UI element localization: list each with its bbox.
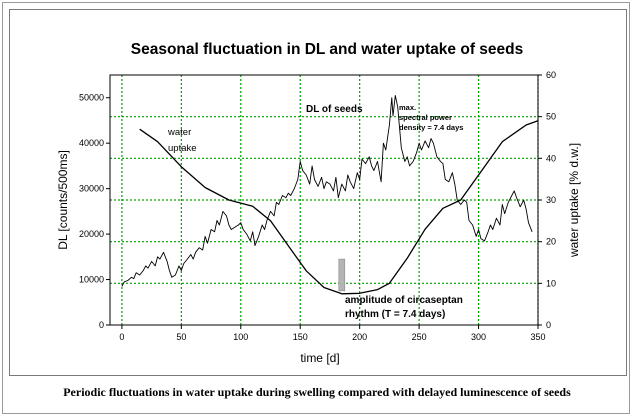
x-tick-label: 200 bbox=[352, 332, 367, 342]
water-uptake-label-line1: water bbox=[167, 127, 191, 138]
amplitude-bar bbox=[338, 258, 346, 292]
y-axis-right-label: water uptake [% d.w.] bbox=[567, 143, 581, 258]
y-left-tick-label: 40000 bbox=[79, 138, 104, 148]
water-uptake-label-line2: uptake bbox=[168, 143, 197, 154]
series bbox=[121, 95, 539, 295]
y-right-tick-label: 40 bbox=[546, 153, 556, 163]
x-tick-label: 150 bbox=[293, 332, 308, 342]
plot-area-frame bbox=[109, 74, 539, 326]
y-left-tick-label: 20000 bbox=[79, 229, 104, 239]
x-tick-label: 0 bbox=[119, 332, 124, 342]
y-right-tick-label: 0 bbox=[546, 320, 551, 330]
x-tick-label: 350 bbox=[530, 332, 545, 342]
spectral-label-line2: spectral power bbox=[399, 113, 452, 122]
axes bbox=[106, 74, 542, 329]
figure-frame bbox=[2, 2, 630, 414]
y-right-tick-label: 30 bbox=[546, 195, 556, 205]
spectral-label-line3: density = 7.4 days bbox=[399, 123, 463, 132]
y-right-tick-label: 20 bbox=[546, 237, 556, 247]
tick-labels: 0 50 100 150 200 250 300 3500102030405060010000… bbox=[79, 70, 556, 342]
y-left-tick-label: 30000 bbox=[79, 184, 104, 194]
x-axis-label: time [d] bbox=[300, 351, 339, 365]
y-right-tick-label: 50 bbox=[546, 112, 556, 122]
y-right-tick-label: 10 bbox=[546, 278, 556, 288]
y-axis-left-label: DL [counts/500ms] bbox=[56, 150, 70, 250]
chart-box bbox=[9, 9, 627, 376]
y-left-tick-label: 10000 bbox=[79, 275, 104, 285]
figure-caption: Periodic fluctuations in water uptake du… bbox=[63, 385, 571, 399]
amplitude-label-line1: amplitude of circaseptan bbox=[345, 295, 463, 306]
water-uptake-series-line bbox=[139, 120, 539, 295]
y-right-tick-label: 60 bbox=[546, 70, 556, 80]
y-left-tick-label: 50000 bbox=[79, 93, 104, 103]
amplitude-label-line2: rhythm (T = 7.4 days) bbox=[345, 309, 445, 320]
dl-series-line bbox=[121, 95, 533, 287]
x-tick-label: 250 bbox=[412, 332, 427, 342]
spectral-label-line1: max. bbox=[399, 103, 416, 112]
y-left-tick-label: 0 bbox=[99, 320, 104, 330]
x-tick-label: 100 bbox=[233, 332, 248, 342]
x-tick-label: 300 bbox=[471, 332, 486, 342]
dl-label: DL of seeds bbox=[306, 104, 363, 115]
chart-title: Seasonal fluctuation in DL and water upt… bbox=[131, 41, 523, 58]
x-tick-label: 50 bbox=[176, 332, 186, 342]
